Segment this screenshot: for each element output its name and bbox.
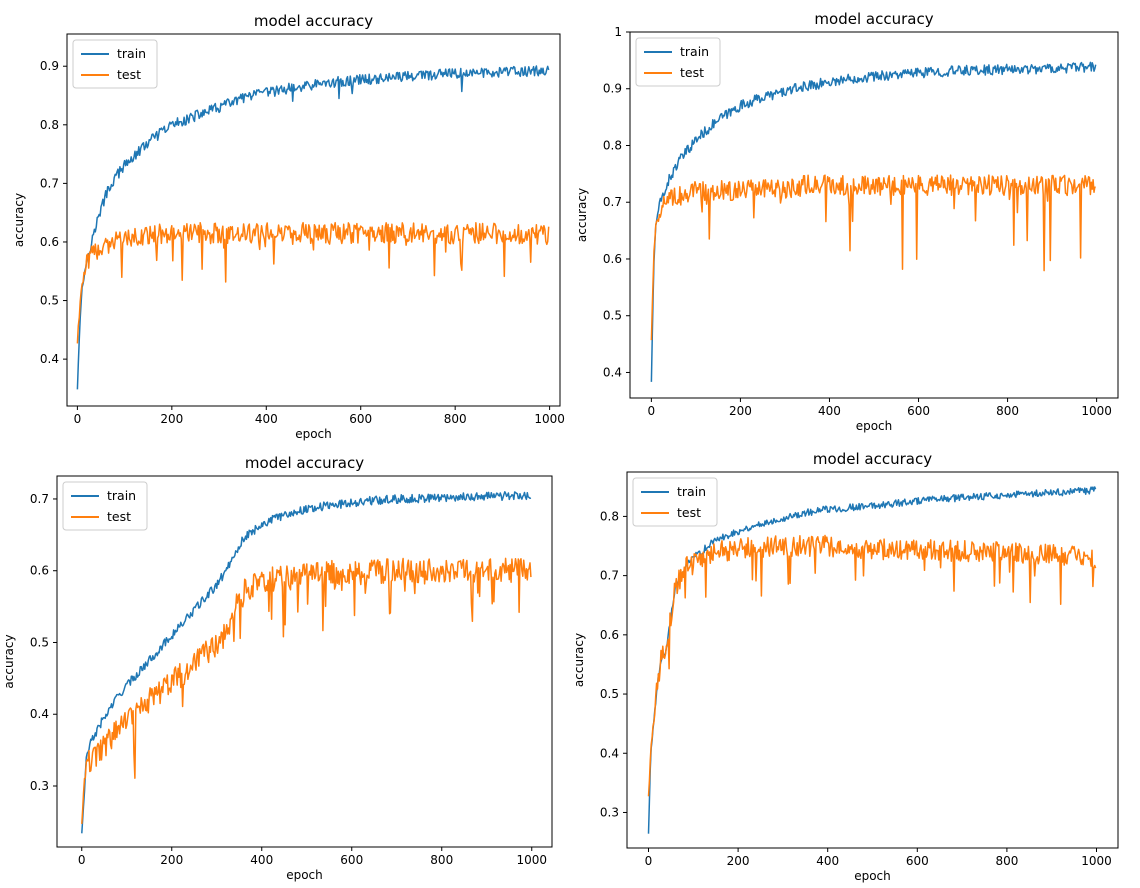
- x-tick-label: 800: [430, 853, 453, 867]
- y-tick-label: 0.4: [30, 707, 49, 721]
- y-tick-label: 0.8: [600, 509, 619, 523]
- x-tick-label: 400: [816, 854, 839, 868]
- x-axis-label: epoch: [295, 427, 332, 441]
- x-tick-label: 1000: [516, 853, 547, 867]
- legend-label-test: test: [680, 65, 704, 80]
- chart-1: 0 200 400 600 800 1000 0.4 0.5 0.6 0.7 0.8 0.9 model…: [12, 12, 565, 441]
- chart-title: model accuracy: [814, 10, 933, 28]
- x-tick-label: 0: [645, 854, 653, 868]
- series-line-test: [647, 534, 1097, 797]
- y-tick-label: 0.8: [603, 138, 622, 152]
- y-tick-label: 0.5: [30, 635, 49, 649]
- x-tick-label: 600: [349, 412, 372, 426]
- x-tick-label: 200: [727, 854, 750, 868]
- x-tick-label: 200: [160, 412, 183, 426]
- x-tick-label: 200: [729, 404, 752, 418]
- y-tick-label: 0.4: [603, 365, 622, 379]
- x-tick-label: 600: [340, 853, 363, 867]
- x-tick-label: 1000: [534, 412, 565, 426]
- y-tick-label: 0.6: [30, 564, 49, 578]
- y-axis-label: accuracy: [12, 193, 26, 247]
- x-tick-label: 0: [648, 404, 656, 418]
- axes-frame: [66, 33, 561, 407]
- legend-label-train: train: [677, 484, 706, 499]
- x-tick-label: 800: [444, 412, 467, 426]
- legend-label-test: test: [117, 67, 141, 82]
- legend: train test: [632, 477, 718, 527]
- chart-2: 0 200 400 600 800 1000 0.4 0.5 0.6 0.7 0.8 0.9 1 mode…: [575, 10, 1119, 433]
- y-tick-label: 0.4: [40, 352, 59, 366]
- y-tick-label: 0.8: [40, 118, 59, 132]
- x-tick-label: 800: [995, 854, 1018, 868]
- x-tick-label: 400: [255, 412, 278, 426]
- y-tick-label: 0.6: [40, 235, 59, 249]
- x-tick-label: 800: [996, 404, 1019, 418]
- x-tick-label: 400: [250, 853, 273, 867]
- y-tick-label: 0.7: [30, 492, 49, 506]
- legend: train test: [62, 481, 148, 531]
- y-tick-label: 0.4: [600, 746, 619, 760]
- legend: train test: [72, 39, 158, 89]
- legend-label-test: test: [107, 509, 131, 524]
- series-line-train: [81, 491, 532, 834]
- x-tick-label: 0: [74, 412, 82, 426]
- chart-title: model accuracy: [813, 450, 932, 468]
- y-tick-label: 0.3: [600, 805, 619, 819]
- x-tick-label: 200: [160, 853, 183, 867]
- x-axis-label: epoch: [854, 869, 891, 883]
- y-tick-label: 0.5: [603, 309, 622, 323]
- y-tick-label: 1: [614, 25, 622, 39]
- y-tick-label: 0.7: [603, 195, 622, 209]
- series-line-test: [76, 221, 550, 344]
- y-tick-label: 0.7: [600, 569, 619, 583]
- axes-frame: [629, 31, 1119, 399]
- series-line-train: [650, 61, 1097, 382]
- series-line-train: [76, 65, 550, 390]
- x-axis-label: epoch: [286, 868, 323, 882]
- y-tick-label: 0.7: [40, 176, 59, 190]
- axes-frame: [56, 475, 553, 848]
- y-tick-label: 0.6: [600, 628, 619, 642]
- y-tick-label: 0.9: [40, 59, 59, 73]
- chart-3: 0 200 400 600 800 1000 0.3 0.4 0.5 0.6 0.7 model ac…: [2, 454, 553, 882]
- x-axis-label: epoch: [856, 419, 893, 433]
- y-tick-label: 0.9: [603, 82, 622, 96]
- y-axis-label: accuracy: [572, 633, 586, 687]
- x-tick-label: 600: [906, 854, 929, 868]
- y-axis-label: accuracy: [2, 634, 16, 688]
- legend-label-test: test: [677, 505, 701, 520]
- chart-title: model accuracy: [254, 12, 373, 30]
- legend-label-train: train: [107, 488, 136, 503]
- x-tick-label: 1000: [1081, 404, 1112, 418]
- x-tick-label: 1000: [1081, 854, 1112, 868]
- legend-label-train: train: [680, 44, 709, 59]
- y-tick-label: 0.3: [30, 779, 49, 793]
- legend-label-train: train: [117, 46, 146, 61]
- series-line-test: [81, 557, 532, 824]
- y-tick-label: 0.5: [40, 294, 59, 308]
- x-tick-label: 400: [818, 404, 841, 418]
- axes-frame: [626, 471, 1119, 849]
- legend: train test: [635, 37, 721, 87]
- series-line-test: [650, 174, 1096, 341]
- chart-title: model accuracy: [245, 454, 364, 472]
- x-tick-label: 0: [78, 853, 86, 867]
- y-axis-label: accuracy: [575, 188, 589, 242]
- y-tick-label: 0.5: [600, 687, 619, 701]
- y-tick-label: 0.6: [603, 252, 622, 266]
- series-line-train: [647, 486, 1097, 834]
- chart-4: 0 200 400 600 800 1000 0.3 0.4 0.5 0.6 0.7 0.8 model…: [572, 450, 1119, 883]
- x-tick-label: 600: [907, 404, 930, 418]
